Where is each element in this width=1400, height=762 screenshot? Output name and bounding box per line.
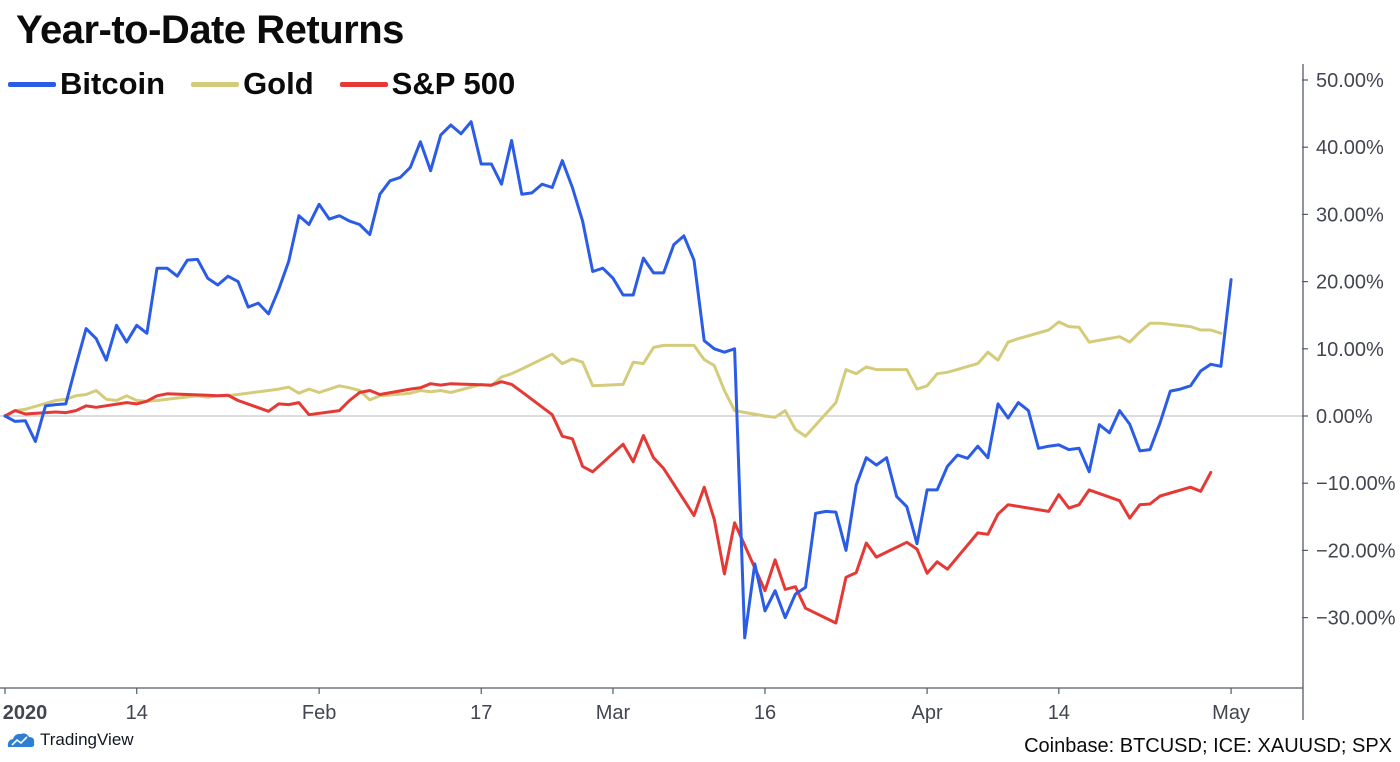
y-tick-label: 10.00% [1316, 339, 1384, 361]
x-tick-label: Feb [302, 702, 336, 724]
x-tick-label: 17 [470, 702, 492, 724]
series-line-s-p-500[interactable] [3, 380, 1213, 625]
data-source-caption: Coinbase: BTCUSD; ICE: XAUUSD; SPX [1024, 735, 1392, 757]
legend-label-gold: Gold [243, 66, 314, 101]
y-tick-label: −20.00% [1316, 540, 1396, 562]
y-tick-label: 20.00% [1316, 272, 1384, 294]
series-line-gold[interactable] [3, 320, 1223, 438]
x-axis-ticks: 2020 14 Feb 17 Mar 16 Apr 14 May [3, 688, 1250, 724]
x-tick-label: May [1212, 702, 1250, 724]
tradingview-logo-icon [7, 733, 35, 747]
x-tick-label: 14 [1048, 702, 1070, 724]
brand-name: TradingView [40, 730, 134, 749]
x-tick-label: 14 [126, 702, 148, 724]
y-tick-label: −30.00% [1316, 608, 1396, 630]
y-tick-label: 30.00% [1316, 204, 1384, 226]
x-tick-label: Apr [912, 702, 943, 724]
legend-item-gold[interactable]: Gold [191, 66, 314, 102]
y-tick-label: 40.00% [1316, 137, 1384, 159]
chart-axes [0, 64, 1304, 720]
legend-item-sp500[interactable]: S&P 500 [339, 66, 516, 102]
series-line-bitcoin[interactable] [3, 120, 1233, 640]
legend-swatch-sp500 [339, 81, 388, 87]
x-tick-label: Mar [596, 702, 631, 724]
y-tick-label: 0.00% [1316, 406, 1373, 428]
legend-swatch-gold [191, 81, 240, 87]
legend-item-bitcoin[interactable]: Bitcoin [8, 66, 165, 102]
legend-label-bitcoin: Bitcoin [60, 66, 166, 101]
x-tick-label: 2020 [3, 702, 48, 724]
y-tick-label: −10.00% [1316, 473, 1396, 495]
y-axis-ticks: 50.00% 40.00% 30.00% 20.00% 10.00% 0.00% −10.0… [1302, 70, 1396, 630]
series-layer [3, 120, 1233, 640]
legend-label-sp500: S&P 500 [391, 66, 516, 101]
y-tick-label: 50.00% [1316, 70, 1384, 92]
legend: Bitcoin Gold S&P 500 [8, 66, 541, 102]
legend-swatch-bitcoin [8, 81, 56, 87]
x-tick-label: 16 [754, 702, 776, 724]
tradingview-brand[interactable]: TradingView [6, 730, 134, 750]
chart-title: Year-to-Date Returns [16, 8, 404, 52]
